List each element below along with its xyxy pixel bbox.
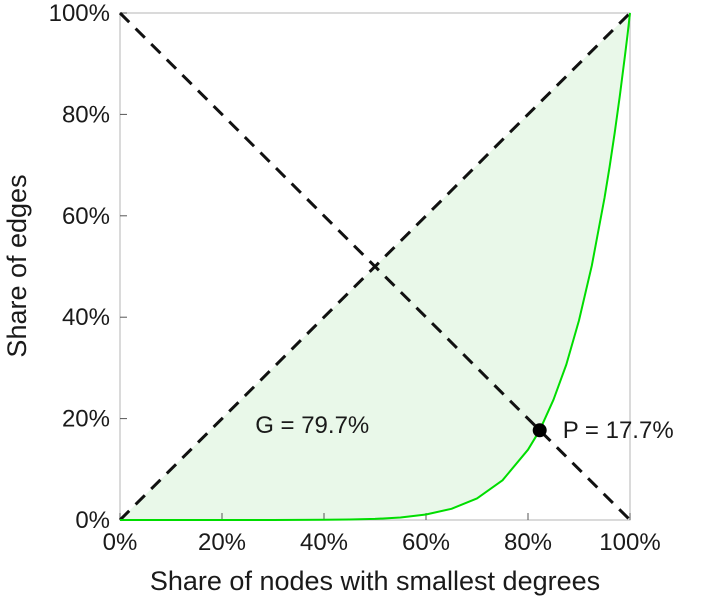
- gini-annotation: G = 79.7%: [255, 412, 369, 439]
- pivot-point: [532, 423, 547, 438]
- y-tick-label: 0%: [75, 507, 110, 534]
- x-tick-label: 100%: [599, 529, 660, 556]
- axes-box: [119, 12, 631, 521]
- x-axis-label: Share of nodes with smallest degrees: [150, 566, 600, 596]
- x-tick-label: 40%: [300, 529, 348, 556]
- x-tick-label: 0%: [103, 529, 138, 556]
- y-tick-label: 20%: [62, 406, 110, 433]
- x-tick-label: 20%: [198, 529, 246, 556]
- y-tick-label: 100%: [49, 0, 110, 27]
- marks-layer: G = 79.7% P = 17.7%: [255, 412, 673, 444]
- pivot-annotation: P = 17.7%: [563, 417, 674, 444]
- anti-diagonal-line: [118, 11, 632, 522]
- y-axis-label: Share of edges: [2, 174, 32, 357]
- y-tick-label: 80%: [62, 101, 110, 128]
- y-tick-label: 60%: [62, 203, 110, 230]
- axes-layer: 0% 20% 40% 60% 80% 100% 0% 20% 40% 60% 80% 100%: [49, 0, 661, 556]
- y-tick-label: 40%: [62, 304, 110, 331]
- x-tick-label: 60%: [402, 529, 450, 556]
- lorenz-curve: [120, 12, 631, 521]
- x-tick-label: 80%: [504, 529, 552, 556]
- series-layer: [118, 11, 632, 522]
